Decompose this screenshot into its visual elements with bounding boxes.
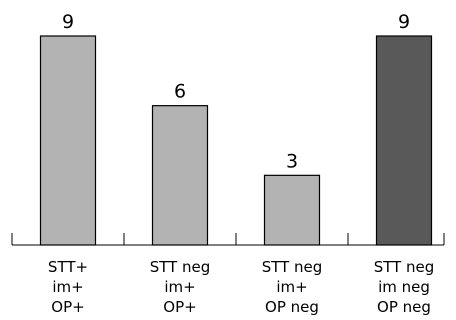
category-label-2-line-3: OP+	[163, 298, 196, 316]
data-label-4: 9	[398, 11, 410, 33]
x-axis-ticks	[11, 233, 445, 245]
bar-3	[263, 174, 321, 246]
category-label-2-line-1: STT neg	[150, 258, 211, 276]
data-label-1: 9	[62, 11, 74, 33]
bar-2	[151, 105, 209, 246]
category-label-4-line-3: OP neg	[377, 298, 431, 316]
category-label-3-line-2: im+	[276, 278, 307, 296]
data-labels-group: 9 6 3 9	[62, 11, 410, 172]
category-label-1-line-2: im+	[52, 278, 83, 296]
category-labels-group: STT+ im+ OP+ STT neg im+ OP+ STT neg im+ OP neg S…	[48, 258, 434, 316]
category-label-2-line-2: im+	[164, 278, 195, 296]
bar-4	[375, 35, 433, 246]
category-label-3-line-1: STT neg	[262, 258, 323, 276]
bar-1	[39, 35, 97, 246]
category-label-4-line-1: STT neg	[374, 258, 435, 276]
data-label-3: 3	[286, 150, 298, 172]
category-label-3-line-3: OP neg	[265, 298, 319, 316]
data-label-2: 6	[174, 81, 186, 103]
category-label-1-line-1: STT+	[48, 258, 88, 276]
category-label-4-line-2: im neg	[378, 278, 430, 296]
bars-group	[39, 35, 433, 246]
category-label-1-line-3: OP+	[51, 298, 84, 316]
